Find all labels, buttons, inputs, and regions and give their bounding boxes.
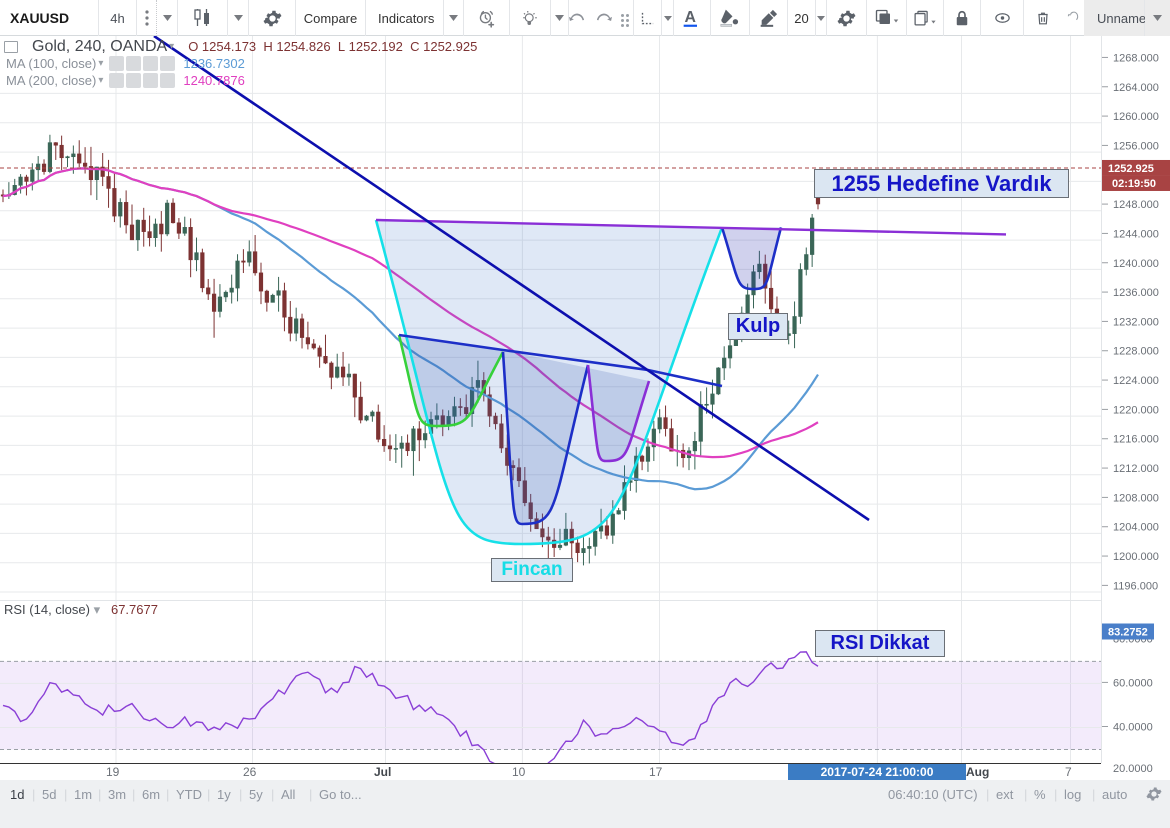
svg-text:1224.000: 1224.000 bbox=[1113, 375, 1159, 387]
svg-text:1228.000: 1228.000 bbox=[1113, 346, 1159, 358]
svg-text:1232.000: 1232.000 bbox=[1113, 316, 1159, 328]
svg-text:1256.000: 1256.000 bbox=[1113, 140, 1159, 152]
svg-text:1252.925: 1252.925 bbox=[1108, 163, 1154, 175]
svg-text:1244.000: 1244.000 bbox=[1113, 228, 1159, 240]
svg-text:1196.000: 1196.000 bbox=[1113, 580, 1158, 592]
svg-text:60.0000: 60.0000 bbox=[1113, 678, 1153, 690]
svg-text:1204.000: 1204.000 bbox=[1113, 522, 1159, 534]
svg-text:40.0000: 40.0000 bbox=[1113, 722, 1153, 734]
svg-text:1200.000: 1200.000 bbox=[1113, 551, 1159, 563]
svg-text:1248.000: 1248.000 bbox=[1113, 199, 1159, 211]
svg-text:1220.000: 1220.000 bbox=[1113, 404, 1159, 416]
svg-text:1268.000: 1268.000 bbox=[1113, 52, 1159, 64]
svg-text:1216.000: 1216.000 bbox=[1113, 434, 1159, 446]
svg-text:1236.000: 1236.000 bbox=[1113, 287, 1159, 299]
svg-text:1212.000: 1212.000 bbox=[1113, 463, 1159, 475]
svg-text:1240.000: 1240.000 bbox=[1113, 258, 1159, 270]
svg-text:1260.000: 1260.000 bbox=[1113, 111, 1159, 123]
svg-text:1208.000: 1208.000 bbox=[1113, 492, 1159, 504]
svg-text:A: A bbox=[685, 9, 697, 26]
svg-text:02:19:50: 02:19:50 bbox=[1112, 178, 1156, 190]
svg-text:20.0000: 20.0000 bbox=[1113, 763, 1153, 775]
svg-text:1264.000: 1264.000 bbox=[1113, 82, 1159, 94]
svg-text:83.2752: 83.2752 bbox=[1108, 627, 1148, 639]
